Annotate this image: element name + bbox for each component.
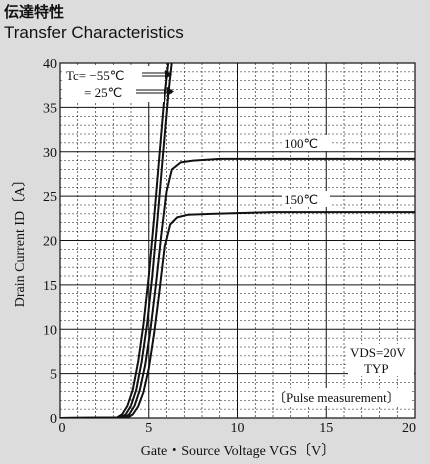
series-line-25c (60, 63, 173, 418)
legend-box (62, 66, 164, 102)
series-curves (60, 63, 415, 418)
chart-title-japanese: 伝達特性 (4, 3, 65, 21)
label-bg-100 (282, 135, 330, 151)
legend-label-25: = 25℃ (84, 85, 122, 100)
y-axis-label: Drain Current ID〔A〕 (12, 173, 28, 308)
y-tick-labels: 0 5 10 15 20 25 30 35 40 (43, 57, 57, 427)
x-tick-label: 20 (402, 421, 416, 436)
legend-label-minus55: Tc= −55℃ (66, 68, 124, 83)
series-line-150c (60, 211, 415, 418)
legend-arrow-minus55 (142, 70, 172, 79)
label-bg-150 (282, 191, 330, 207)
y-tick-label: 40 (43, 57, 57, 72)
x-tick-label: 0 (59, 421, 66, 436)
x-tick-label: 5 (145, 421, 152, 436)
x-tick-labels: 0 5 10 15 20 (59, 421, 417, 436)
label-100c: 100℃ (284, 136, 318, 151)
y-tick-label: 35 (43, 101, 57, 116)
y-tick-label: 0 (50, 412, 57, 427)
label-typ: TYP (364, 361, 389, 376)
vds-bg (348, 344, 414, 376)
series-line-100c (60, 157, 415, 418)
pulse-bg (276, 388, 412, 406)
y-tick-label: 25 (43, 190, 57, 205)
x-tick-label: 15 (319, 421, 333, 436)
x-axis-label: Gate・Source Voltage VGS〔V〕 (141, 443, 335, 459)
y-tick-label: 20 (43, 235, 57, 250)
grid (60, 63, 415, 418)
y-tick-label: 5 (50, 368, 57, 383)
y-tick-label: 10 (43, 323, 57, 338)
chart-title-english: Transfer Characteristics (4, 23, 184, 42)
label-150c: 150℃ (284, 192, 318, 207)
y-tick-label: 15 (43, 279, 57, 294)
label-pulse-measurement: 〔Pulse measurement〕 (273, 390, 400, 405)
plot-frame (59, 62, 416, 419)
label-vds: VDS=20V (350, 345, 406, 360)
x-tick-label: 10 (231, 421, 245, 436)
series-line-minus55c (60, 63, 170, 418)
y-tick-label: 30 (43, 146, 57, 161)
legend-arrow-25 (136, 87, 174, 96)
